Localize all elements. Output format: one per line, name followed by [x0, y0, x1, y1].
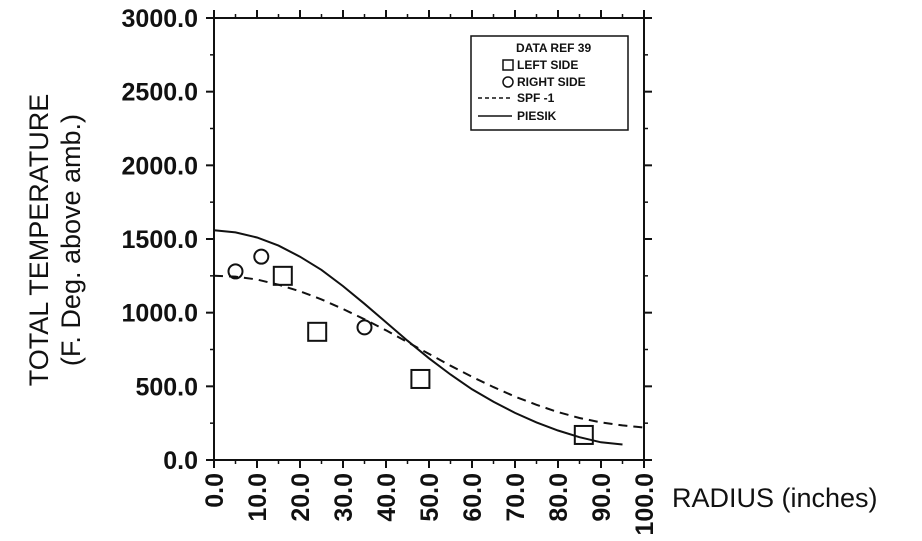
legend-title: DATA REF 39 [516, 41, 591, 55]
y-tick-label: 3000.0 [122, 5, 198, 33]
x-tick-label: 20.0 [287, 473, 315, 522]
legend-box [470, 35, 629, 131]
y-tick-label: 2500.0 [122, 79, 198, 107]
y-axis-tick-labels: 0.0 500.0 1000.0 1500.0 2000.0 2500.0 3000.0 [122, 5, 198, 475]
series-markers [227, 248, 594, 445]
x-axis-tick-labels: 0.0 10.0 20.0 30.0 40.0 50.0 60.0 70.0 80.0 90.0 1… [201, 473, 659, 536]
y-tick-label: 2000.0 [122, 152, 198, 180]
series-line-spf-1 [213, 274, 645, 429]
legend-entry-spf: SPF -1 [517, 91, 555, 105]
data-point-left-side [307, 321, 328, 342]
legend: DATA REF 39 LEFT SIDE RIGHT SIDE SPF -1 … [470, 35, 629, 131]
y-axis-title-line1: TOTAL TEMPERATURE [24, 94, 54, 387]
x-tick-label: 70.0 [502, 473, 530, 522]
y-axis-title-line2: (F. Deg. above amb.) [56, 114, 86, 366]
legend-entry-left-side: LEFT SIDE [517, 58, 578, 72]
data-point-left-side [272, 265, 293, 286]
legend-square-marker [502, 59, 514, 71]
x-tick-label: 40.0 [373, 473, 401, 522]
series-lines [213, 229, 645, 446]
x-tick-label: 30.0 [330, 473, 358, 522]
x-tick-label: 100.0 [631, 473, 659, 536]
data-point-left-side [410, 368, 431, 389]
data-point-left-side [573, 424, 594, 445]
data-point-right-side [227, 263, 244, 280]
legend-entry-piesik: PIESIK [517, 109, 557, 123]
x-tick-label: 60.0 [459, 473, 487, 522]
y-axis-ticks [206, 17, 652, 461]
y-tick-label: 1000.0 [122, 300, 198, 328]
x-tick-label: 10.0 [244, 473, 272, 522]
x-axis-title: RADIUS (inches) [672, 483, 878, 513]
y-tick-label: 0.0 [163, 447, 198, 475]
x-axis-ticks [213, 10, 645, 468]
y-tick-label: 1500.0 [122, 226, 198, 254]
series-line-piesik [213, 229, 623, 446]
data-point-right-side [253, 248, 270, 265]
legend-circle-marker [502, 76, 514, 88]
x-tick-label: 0.0 [201, 473, 229, 508]
x-tick-label: 80.0 [545, 473, 573, 522]
y-tick-label: 500.0 [135, 373, 198, 401]
data-point-right-side [356, 319, 373, 336]
legend-entry-right-side: RIGHT SIDE [517, 75, 586, 89]
x-tick-label: 90.0 [588, 473, 616, 522]
x-tick-label: 50.0 [416, 473, 444, 522]
